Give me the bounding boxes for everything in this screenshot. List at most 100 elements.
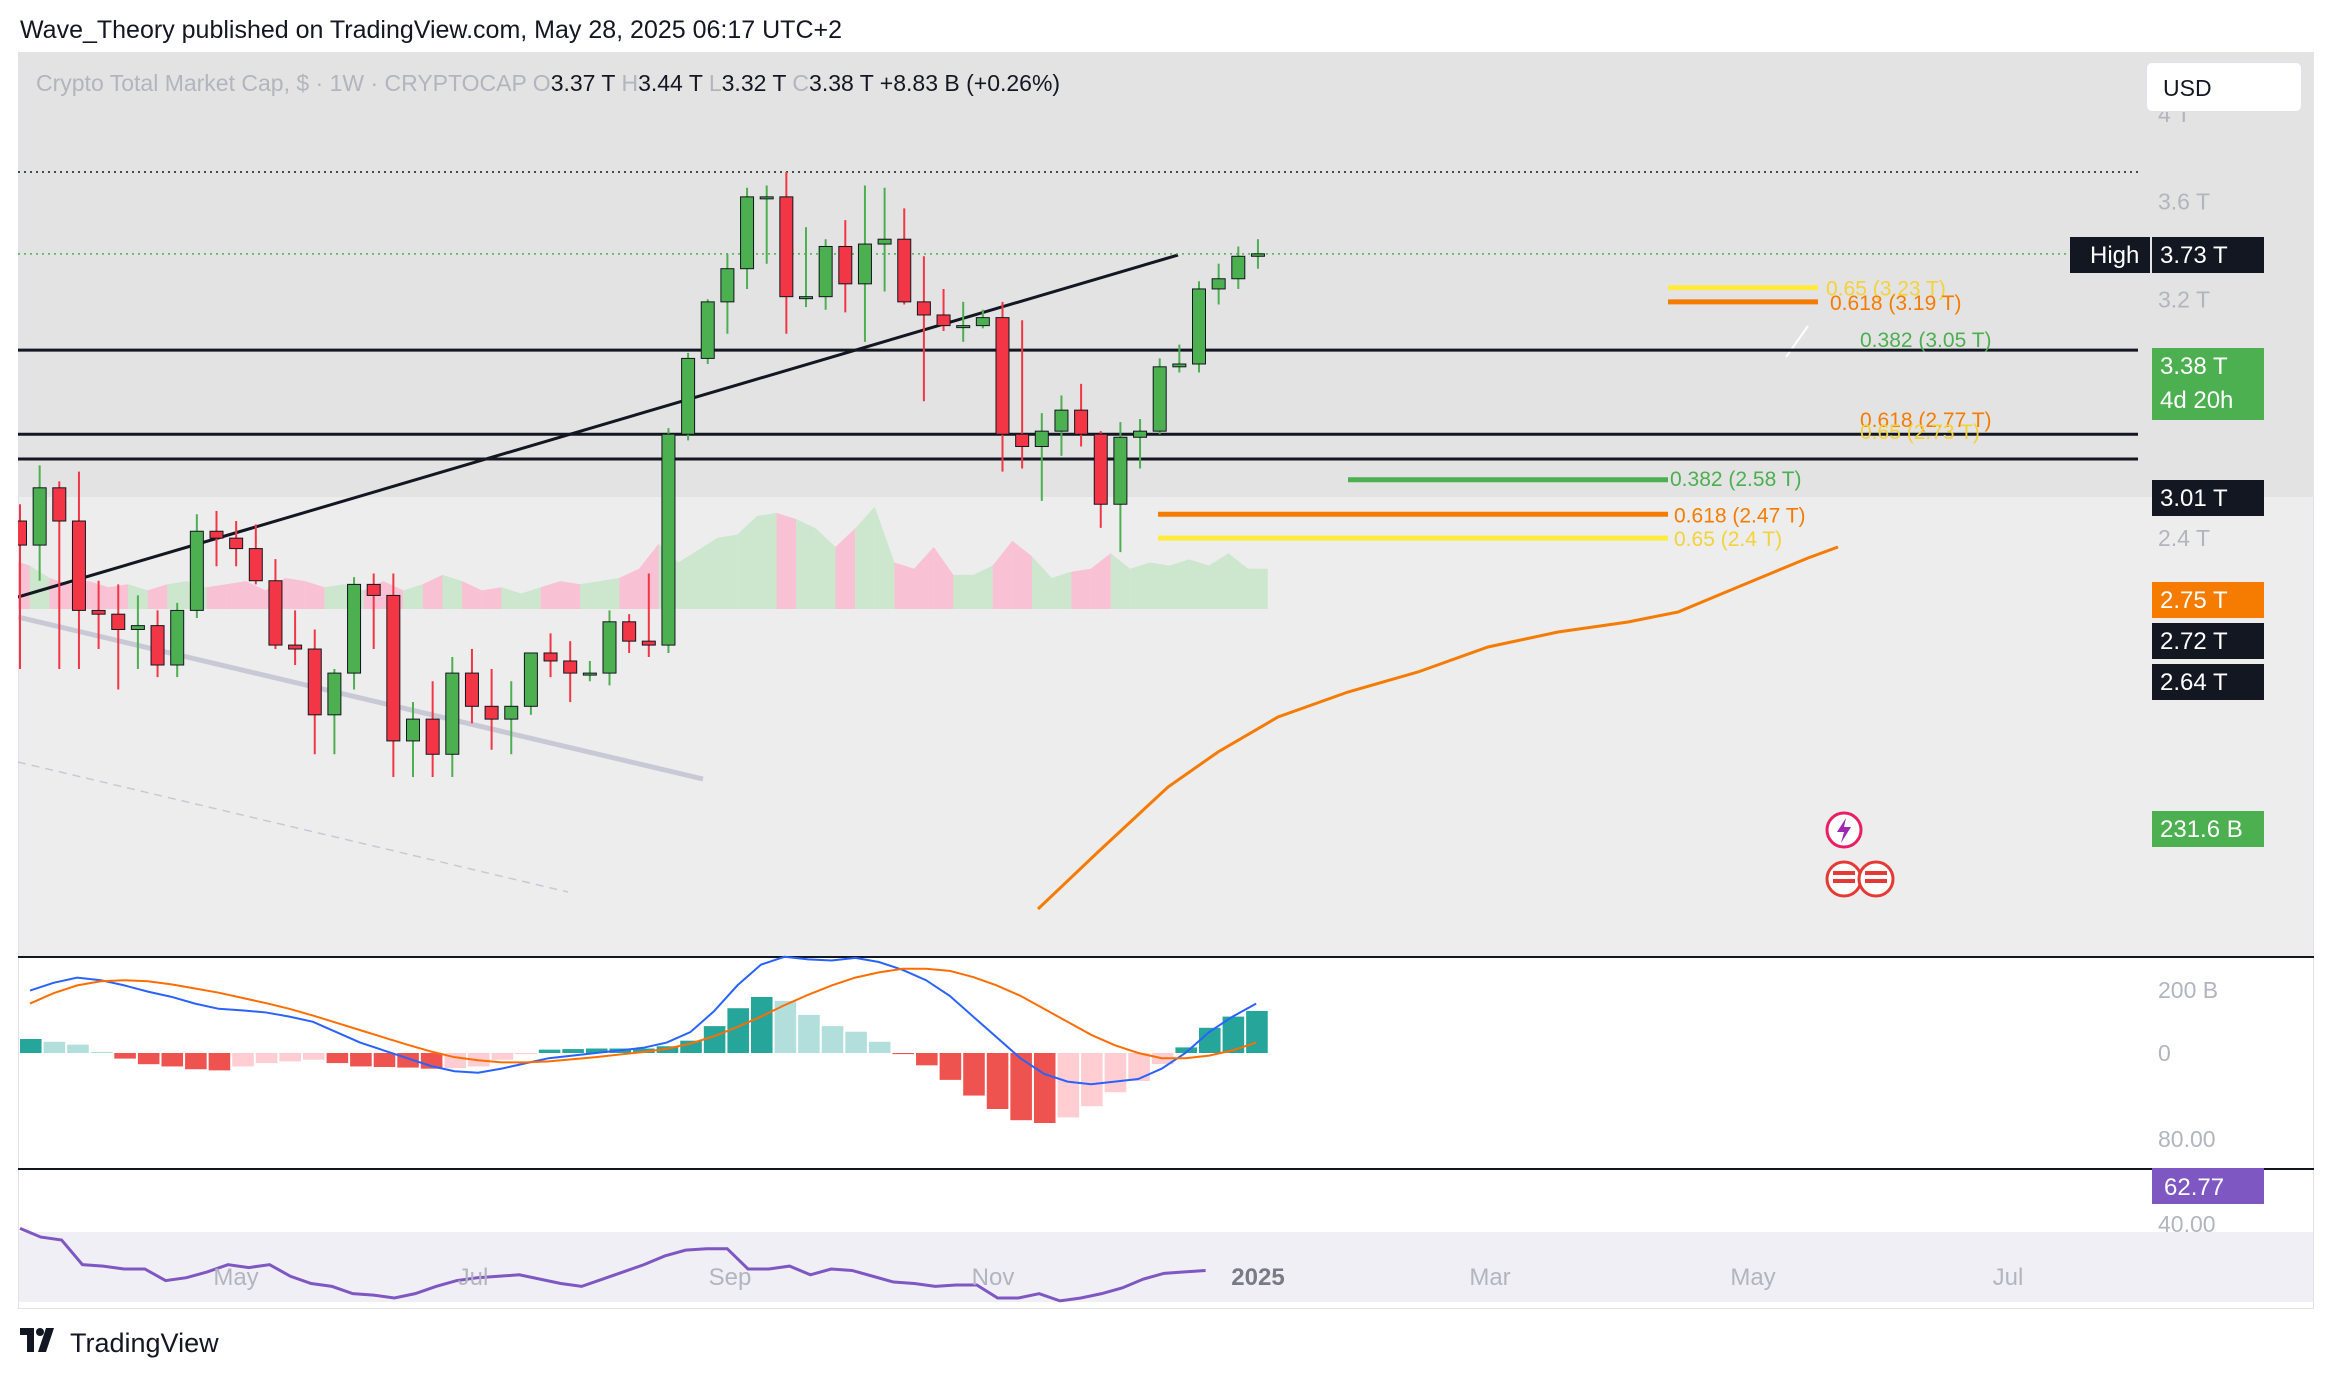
falling-trendline — [18, 614, 704, 782]
volume-segment — [206, 584, 227, 609]
price-tag-value: 231.6 B — [2160, 816, 2243, 843]
candle-body — [170, 609, 185, 666]
change-value: +8.83 B (+0.26%) — [879, 70, 1061, 96]
time-label: Nov — [972, 1264, 1015, 1291]
candle-body — [248, 548, 263, 582]
macd-histogram-bar — [1222, 1016, 1245, 1053]
fib-label: 0.65 (2.73 T) — [1860, 421, 1980, 444]
macd-histogram-bar — [255, 1053, 278, 1064]
candle-body — [445, 672, 460, 755]
price-tick: 3.6 T — [2158, 188, 2210, 214]
candle-body — [425, 718, 440, 755]
candle-body — [818, 245, 833, 298]
macd-histogram-bar — [703, 1026, 726, 1053]
candle-body — [366, 583, 381, 596]
macd-histogram-bar — [114, 1053, 136, 1059]
candle-body — [720, 268, 735, 303]
macd-histogram-bar — [491, 1053, 514, 1060]
macd-histogram-bar — [350, 1053, 372, 1067]
rsi-projection — [1781, 1151, 1819, 1161]
volume-segment — [1189, 559, 1209, 609]
macd-histogram-bar — [137, 1053, 160, 1065]
candle-body — [268, 580, 283, 646]
price-tag-value: 2.64 T — [2160, 669, 2228, 696]
volume-segment — [1169, 559, 1190, 609]
candle-body — [1231, 255, 1246, 280]
fib-labels: 0.65 (3.23 T)0.618 (3.19 T) 0.382 (3.05 T… — [1670, 278, 1992, 551]
symbol-name: Crypto Total Market Cap, $ · 1W · CRYPTO… — [36, 70, 527, 96]
volume-segment — [796, 519, 816, 609]
low-label: L — [708, 70, 722, 96]
candles — [18, 172, 1265, 778]
macd-histogram-bar — [1128, 1053, 1150, 1081]
volume-segment — [245, 581, 266, 609]
projection-line — [1785, 325, 1809, 358]
price-tag-bg — [2152, 237, 2264, 273]
candle-body — [641, 640, 656, 646]
macd-histogram-bar — [963, 1053, 985, 1096]
volume-segment — [501, 587, 522, 609]
macd-histogram-bar — [774, 1000, 797, 1053]
volume-segment — [1051, 571, 1072, 609]
candle-body — [916, 301, 931, 316]
volume-segment — [717, 534, 738, 609]
volume-segment — [973, 565, 993, 609]
macd-histogram-bar — [43, 1041, 66, 1053]
symbol-legend: Crypto Total Market Cap, $ · 1W · CRYPTO… — [36, 70, 1060, 97]
candle-body — [464, 672, 479, 707]
close-value: 3.38 T — [809, 70, 874, 96]
rsi-pane: 80.00 40.00 62.77 — [19, 1126, 2264, 1303]
candle-body — [1211, 278, 1226, 290]
volume-segment — [147, 584, 168, 609]
candle-body — [681, 357, 696, 435]
macd-histogram-bar — [302, 1053, 325, 1060]
time-label: May — [1730, 1264, 1775, 1291]
volume-segment — [855, 506, 875, 609]
macd-line — [29, 967, 1257, 1064]
candle-body — [386, 594, 401, 742]
macd-pane: 200 B 0 — [20, 955, 2218, 1123]
price-tag-bg — [2152, 348, 2264, 420]
rsi-value-tag-bg — [2152, 1168, 2264, 1204]
volume-segment — [737, 516, 757, 609]
price-tag-value: 3.73 T — [2160, 242, 2228, 269]
candle-body — [700, 301, 715, 359]
volume-segment — [540, 581, 561, 609]
candle-body — [956, 325, 971, 329]
fib-label: 0.618 (3.19 T) — [1830, 292, 1962, 315]
macd-histogram-bar — [1057, 1053, 1080, 1118]
macd-tick: 0 — [2158, 1040, 2171, 1066]
candle-body — [307, 648, 322, 716]
macd-histogram-bar — [1081, 1053, 1103, 1107]
candle-body — [582, 672, 597, 676]
high-label: H — [621, 70, 639, 96]
fib-levels — [1158, 285, 1818, 541]
time-axis[interactable]: May Jul Sep Nov 2025 Mar May Jul — [213, 1264, 2023, 1291]
candle-body — [406, 718, 420, 742]
candle-body — [543, 652, 558, 662]
rsi-line — [19, 1227, 1206, 1303]
candle-body — [661, 433, 676, 646]
chart-canvas[interactable]: 0.65 (3.23 T)0.618 (3.19 T) 0.382 (3.05 T… — [18, 52, 2314, 1309]
candle-body — [189, 530, 204, 611]
macd-histogram-bar — [868, 1041, 891, 1053]
currency-button[interactable]: USD — [2146, 62, 2302, 112]
event-icons[interactable] — [1825, 811, 1895, 898]
candle-body — [1172, 363, 1187, 368]
macd-histogram-bar — [1104, 1053, 1127, 1093]
candle-body — [1054, 409, 1069, 432]
candle-body — [91, 609, 106, 615]
price-tag-bg — [2152, 582, 2264, 618]
candle-body — [563, 660, 578, 674]
fib-label: 0.65 (2.4 T) — [1674, 528, 1782, 551]
volume-segment — [678, 550, 698, 609]
footer-brand[interactable]: TradingView — [20, 1326, 219, 1360]
macd-histogram-bar — [185, 1053, 207, 1070]
candle-body — [32, 487, 47, 546]
volume-segment — [697, 537, 718, 609]
time-label: Sep — [709, 1264, 752, 1291]
volume-segment — [953, 574, 974, 609]
candle-body — [1133, 430, 1148, 438]
macd-histogram-bar — [633, 1048, 655, 1053]
price-tag-bg — [2152, 811, 2264, 847]
